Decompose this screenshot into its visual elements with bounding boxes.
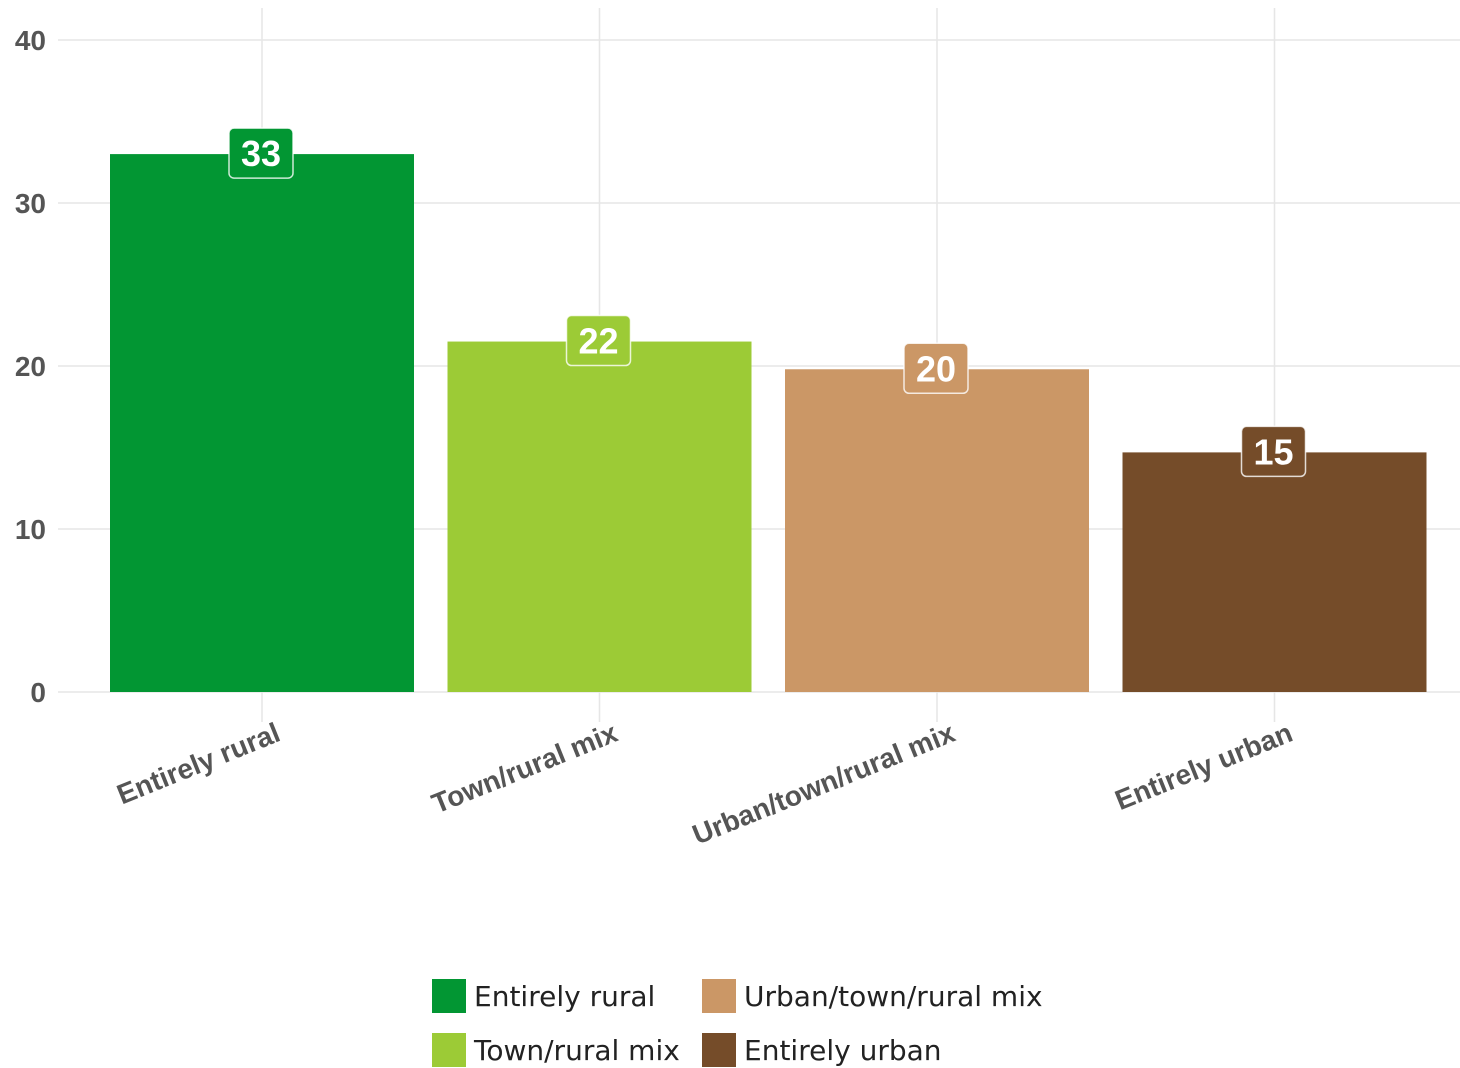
x-tick-label: Entirely rural [112, 717, 284, 810]
bar [1122, 452, 1427, 692]
data-label-box [565, 314, 632, 367]
x-tick-label: Entirely urban [1111, 717, 1297, 816]
legend-swatch [702, 1033, 736, 1067]
bar [110, 154, 414, 693]
legend-swatch [702, 979, 736, 1013]
legend: Entirely rural Urban/town/rural mix Town… [432, 978, 1072, 1068]
y-tick-label: 20 [15, 351, 46, 382]
legend-label: Entirely rural [474, 979, 656, 1013]
y-tick-label: 40 [15, 25, 46, 56]
y-tick-label: 10 [15, 514, 46, 545]
data-labels: 33 22 20 15 [228, 127, 1307, 478]
bars [110, 154, 1427, 693]
y-axis-ticks: 0 10 20 30 40 [15, 25, 46, 708]
bar [447, 341, 752, 692]
legend-label: Entirely urban [744, 1033, 942, 1067]
data-label: 20 [916, 348, 956, 389]
bar [785, 369, 1089, 692]
x-tick-label: Town/rural mix [427, 717, 622, 820]
data-label: 33 [241, 133, 281, 174]
legend-item-urban-town-rural-mix[interactable]: Urban/town/rural mix [702, 978, 1072, 1014]
legend-label: Urban/town/rural mix [744, 979, 1043, 1013]
data-label-box [228, 127, 294, 179]
legend-swatch [432, 1033, 466, 1067]
data-label-box [1240, 425, 1307, 478]
y-tick-label: 30 [15, 188, 46, 219]
y-tick-label: 0 [30, 677, 46, 708]
x-tick-label: Urban/town/rural mix [688, 717, 960, 851]
x-axis-ticks: Entirely rural Town/rural mix Urban/town/r… [112, 717, 1296, 851]
data-label: 22 [578, 321, 618, 362]
bar-chart: 0 10 20 30 40 33 22 20 15 Entirely rural Town/ru… [15, 8, 1460, 851]
data-label: 15 [1253, 431, 1293, 472]
legend-item-town-rural-mix[interactable]: Town/rural mix [432, 1032, 702, 1068]
data-label-box [903, 342, 969, 395]
legend-label: Town/rural mix [474, 1033, 680, 1067]
legend-item-entirely-urban[interactable]: Entirely urban [702, 1032, 1072, 1068]
legend-item-entirely-rural[interactable]: Entirely rural [432, 978, 702, 1014]
legend-swatch [432, 979, 466, 1013]
